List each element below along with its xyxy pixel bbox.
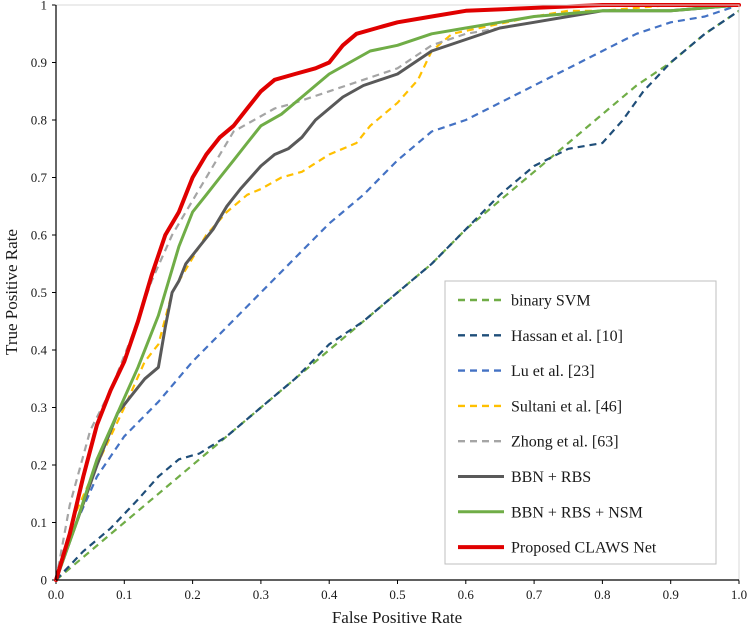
y-tick-label: 0.9 — [31, 55, 47, 70]
y-tick-label: 0.6 — [31, 228, 48, 243]
legend-label-sultani-et-al-46: Sultani et al. [46] — [511, 398, 622, 415]
legend-label-bbn-rbs: BBN + RBS — [511, 469, 591, 486]
y-tick-label: 0.5 — [31, 285, 47, 300]
x-tick-label: 0.2 — [184, 587, 200, 602]
x-tick-label: 0.5 — [389, 587, 405, 602]
x-tick-label: 0.3 — [253, 587, 269, 602]
x-tick-label: 0.9 — [663, 587, 679, 602]
legend-box — [444, 280, 717, 565]
series-lines — [54, 3, 741, 582]
y-axis-title: True Positive Rate — [2, 229, 21, 355]
y-tick-label: 0.1 — [31, 515, 47, 530]
series-line-bbn-rbs-nsm — [54, 3, 741, 582]
x-tick-label: 0.7 — [526, 587, 543, 602]
series-line-bbn-rbs — [54, 3, 741, 582]
x-tick-label: 0.8 — [594, 587, 610, 602]
legend-label-zhong-et-al-63: Zhong et al. [63] — [511, 434, 619, 451]
legend-label-bbn-rbs-nsm: BBN + RBS + NSM — [511, 504, 643, 521]
series-line-proposed-claws-net — [54, 3, 741, 582]
y-tick-label: 0.3 — [31, 400, 47, 415]
y-tick-label: 0 — [41, 573, 48, 588]
series-line-lu-et-al-23 — [54, 3, 740, 581]
x-tick-label: 0.0 — [48, 587, 64, 602]
legend-label-lu-et-al-23: Lu et al. [23] — [511, 363, 595, 380]
y-tick-labels: 0 0.1 0.2 0.3 0.4 0.5 0.6 0.7 0.8 0.9 1 — [31, 0, 56, 588]
x-tick-label: 0.1 — [116, 587, 132, 602]
y-tick-label: 0.2 — [31, 458, 47, 473]
y-tick-label: 0.7 — [31, 170, 48, 185]
legend: binary SVM Hassan et al. [10] Lu et al. [2… — [444, 280, 717, 565]
legend-label-proposed-claws-net: Proposed CLAWS Net — [511, 540, 657, 557]
legend-label-hassan-et-al-10: Hassan et al. [10] — [511, 328, 623, 345]
y-tick-label: 0.8 — [31, 113, 47, 128]
x-axis-title: False Positive Rate — [332, 608, 462, 627]
y-tick-label: 1 — [41, 0, 48, 13]
legend-label-binary-svm: binary SVM — [511, 293, 591, 310]
series-line-hassan-et-al-10 — [55, 9, 740, 581]
y-tick-label: 0.4 — [31, 343, 48, 358]
x-tick-label: 0.4 — [321, 587, 338, 602]
x-tick-labels: 0.0 0.1 0.2 0.3 0.4 0.5 0.6 0.7 0.8 0.9 1.0 — [48, 580, 747, 602]
x-tick-label: 1.0 — [731, 587, 747, 602]
x-tick-label: 0.6 — [458, 587, 475, 602]
